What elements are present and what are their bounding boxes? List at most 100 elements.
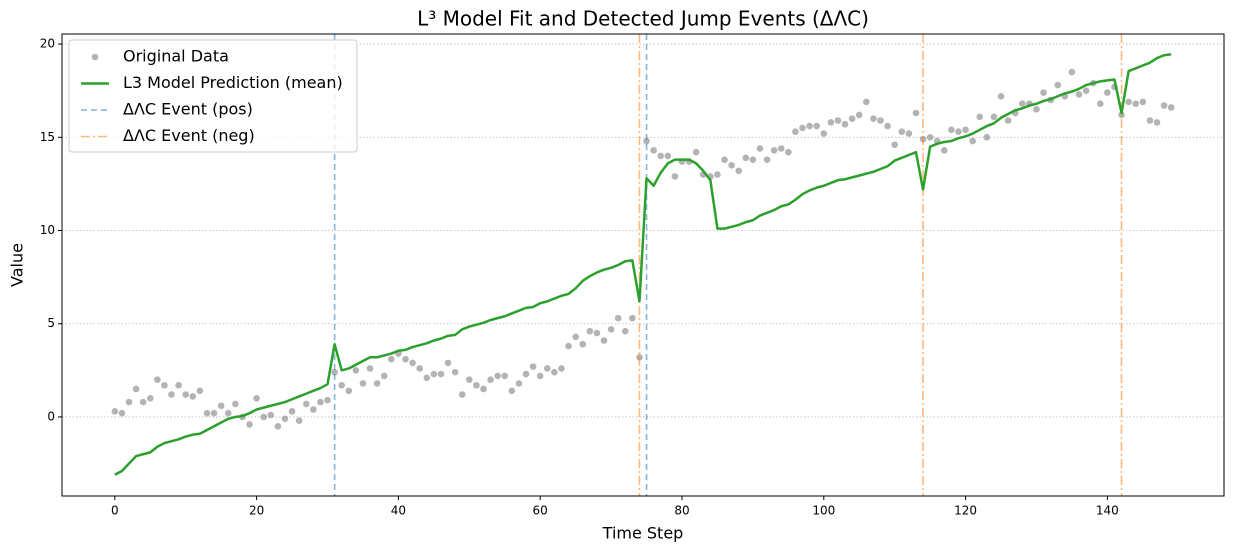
data-point: [451, 368, 459, 376]
data-point: [224, 409, 232, 417]
data-point: [473, 381, 480, 389]
data-point: [664, 152, 672, 160]
data-point: [111, 408, 119, 415]
x-tick-label: 40: [391, 504, 406, 518]
data-point: [735, 167, 743, 175]
legend-label: L3 Model Prediction (mean): [123, 73, 343, 92]
data-point: [522, 370, 530, 378]
data-point: [1082, 87, 1090, 94]
chart-title: L³ Model Fit and Detected Jump Events (Δ…: [417, 7, 869, 31]
data-point: [232, 400, 239, 408]
data-point: [154, 376, 161, 383]
data-point: [359, 380, 367, 387]
data-point: [217, 402, 225, 410]
legend-box: [68, 39, 358, 153]
legend-label: ΔΛC Event (neg): [123, 126, 255, 145]
data-point: [409, 359, 416, 367]
data-point: [302, 400, 310, 408]
data-point: [536, 372, 544, 380]
legend-marker: [91, 53, 99, 61]
data-point: [253, 395, 260, 402]
data-point: [267, 411, 275, 419]
data-point: [955, 128, 962, 135]
data-point: [1004, 117, 1012, 124]
data-point: [572, 333, 579, 341]
data-point: [423, 374, 431, 382]
data-point: [466, 376, 473, 383]
data-point: [891, 141, 898, 149]
y-tick-label: 0: [47, 409, 55, 423]
y-axis-label: Value: [8, 243, 27, 287]
data-point: [388, 355, 395, 363]
data-point: [1096, 100, 1104, 108]
data-point: [692, 148, 700, 156]
data-point: [785, 148, 792, 156]
data-point: [948, 126, 955, 134]
data-point: [792, 128, 799, 135]
data-point: [855, 111, 863, 119]
data-point: [848, 115, 856, 122]
data-point: [629, 314, 636, 322]
data-point: [494, 372, 501, 380]
x-tick-label: 60: [533, 504, 548, 518]
data-point: [1167, 104, 1175, 111]
data-point: [203, 409, 211, 417]
data-point: [529, 363, 537, 370]
data-point: [281, 415, 289, 423]
data-point: [1139, 98, 1147, 106]
data-point: [969, 137, 976, 145]
data-point: [877, 117, 884, 124]
data-point: [146, 395, 154, 402]
data-point: [118, 409, 126, 417]
x-axis-label: Time Step: [602, 524, 684, 543]
data-point: [912, 109, 920, 117]
data-point: [749, 156, 757, 163]
data-point: [1075, 91, 1083, 98]
data-point: [402, 355, 409, 363]
data-point: [650, 147, 657, 154]
data-point: [317, 398, 324, 406]
data-point: [480, 385, 487, 393]
data-point: [543, 365, 551, 372]
data-point: [189, 393, 197, 400]
data-point: [1146, 117, 1154, 124]
data-point: [834, 117, 842, 124]
data-point: [260, 413, 268, 421]
data-point: [621, 327, 629, 335]
data-point: [806, 122, 813, 130]
legend-label: Original Data: [123, 47, 229, 66]
data-point: [1068, 68, 1076, 76]
data-point: [763, 156, 771, 163]
y-tick-label: 5: [47, 316, 55, 330]
data-point: [430, 370, 438, 378]
data-point: [579, 340, 587, 348]
x-tick-label: 80: [674, 504, 689, 518]
data-point: [366, 365, 374, 372]
data-point: [990, 113, 998, 121]
data-point: [1125, 98, 1132, 106]
data-point: [643, 137, 650, 145]
data-point: [962, 126, 969, 134]
data-point: [458, 391, 466, 398]
data-point: [338, 381, 345, 389]
data-point: [444, 359, 452, 367]
data-point: [437, 370, 445, 378]
data-point: [1160, 102, 1168, 109]
data-point: [586, 327, 594, 335]
data-point: [657, 152, 665, 160]
data-point: [1040, 89, 1047, 96]
x-tick-label: 140: [1096, 504, 1119, 518]
x-tick-label: 20: [249, 504, 264, 518]
data-point: [926, 133, 934, 141]
data-point: [997, 92, 1005, 100]
line: [114, 53, 1172, 476]
data-point: [1132, 100, 1140, 108]
data-point: [274, 422, 282, 430]
data-point: [565, 342, 572, 350]
data-point: [799, 124, 806, 132]
data-point: [416, 365, 423, 372]
x-tick-label: 0: [111, 504, 119, 518]
data-point: [139, 398, 147, 406]
data-point: [863, 98, 870, 106]
data-point: [1018, 100, 1026, 108]
